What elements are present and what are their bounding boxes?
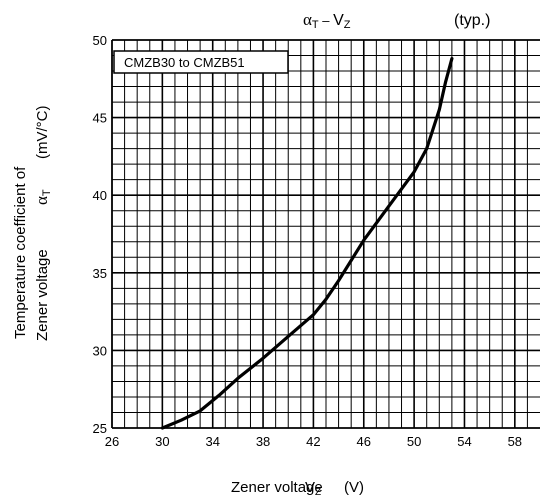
y-tick-label: 25 <box>93 421 107 436</box>
title-v: V <box>333 12 344 29</box>
ylabel-alpha: α <box>32 196 51 205</box>
y-tick-label: 30 <box>93 343 107 358</box>
svg-text:Zener voltage: Zener voltage <box>34 249 51 341</box>
xlabel-sub-z: Z <box>315 487 321 498</box>
ylabel-sub-t: T <box>41 189 53 196</box>
x-tick-label: 38 <box>256 434 270 449</box>
x-tick-label: 34 <box>205 434 219 449</box>
legend-label: CMZB30 to CMZB51 <box>124 55 245 70</box>
xlabel-v: V <box>305 479 315 496</box>
minor-grid <box>112 40 540 428</box>
x-tick-label: 30 <box>155 434 169 449</box>
legend-box <box>113 50 289 74</box>
typ-label: (typ.) <box>454 12 490 29</box>
x-axis-label: Zener voltageVZ (V) <box>231 479 364 498</box>
x-tick-label: 50 <box>407 434 421 449</box>
ylabel-unit: (mV/°C) <box>34 106 51 160</box>
series-layer <box>160 56 454 430</box>
x-tick-label: 58 <box>508 434 522 449</box>
ylabel-text: Zener voltage <box>34 249 51 341</box>
plot-area <box>111 39 540 429</box>
title-sub-t: T <box>312 19 319 31</box>
svg-text:αT: αT <box>32 189 53 205</box>
ylabel-line1: Temperature coefficient of <box>12 166 29 339</box>
svg-text:αT – VZ: αT – VZ <box>303 10 351 31</box>
major-grid <box>112 40 540 428</box>
x-tick-label: 54 <box>457 434 471 449</box>
x-tick-label: 26 <box>105 434 119 449</box>
x-tick-label: 46 <box>357 434 371 449</box>
tick-labels: 26 30 34 38 42 46 50 54 58 25 30 35 40 45 50 <box>93 33 523 449</box>
legend: CMZB30 to CMZB51 <box>113 50 289 74</box>
xlabel-text: Zener voltage <box>231 479 323 496</box>
chart-title: αT – VZ (typ.) <box>303 10 490 31</box>
x-tick-label: 42 <box>306 434 320 449</box>
series-line-cmzb30-cmzb51 <box>160 56 454 430</box>
y-tick-label: 40 <box>93 188 107 203</box>
y-tick-label: 35 <box>93 266 107 281</box>
y-tick-label: 50 <box>93 33 107 48</box>
title-dash: – <box>319 13 333 28</box>
xlabel-unit: (V) <box>344 479 364 496</box>
title-alpha: α <box>303 10 312 29</box>
y-axis-label: Temperature coefficient of Zener voltage… <box>12 106 53 342</box>
svg-text:Zener voltageVZ(V): Zener voltageVZ (V) <box>231 479 364 498</box>
y-tick-label: 45 <box>93 111 107 126</box>
title-sub-z: Z <box>344 19 351 31</box>
